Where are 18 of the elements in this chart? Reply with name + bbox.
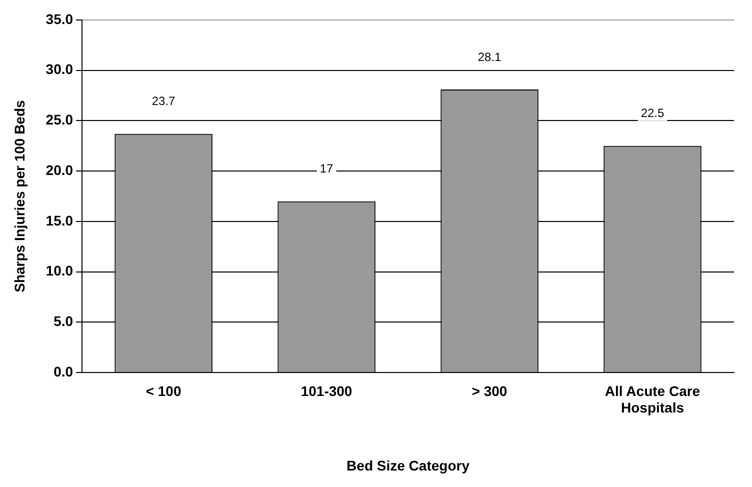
y-tick-label: 0.0 xyxy=(54,363,74,380)
data-label: 28.1 xyxy=(478,50,502,64)
x-tick-label: > 300 xyxy=(472,382,508,399)
y-tick-label: 25.0 xyxy=(46,112,74,128)
y-tick-label: 5.0 xyxy=(54,313,74,330)
x-tick-label: < 100 xyxy=(146,382,182,399)
y-tick-label: 35.0 xyxy=(46,10,74,27)
y-tick-label: 20.0 xyxy=(46,162,74,178)
y-tick-label: 15.0 xyxy=(46,212,74,228)
x-tick-label: All Acute Care Hospitals xyxy=(604,382,700,416)
x-tick-label: 101-300 xyxy=(300,382,352,399)
data-label: 17 xyxy=(320,162,334,176)
y-axis-title: Sharps Injuries per 100 Beds xyxy=(11,100,28,292)
data-label: 23.7 xyxy=(152,94,176,108)
x-axis-title: Bed Size Category xyxy=(346,457,470,474)
y-tick-label: 10.0 xyxy=(46,262,74,279)
data-label: 22.5 xyxy=(640,106,665,120)
y-tick-label: 30.0 xyxy=(46,61,74,78)
